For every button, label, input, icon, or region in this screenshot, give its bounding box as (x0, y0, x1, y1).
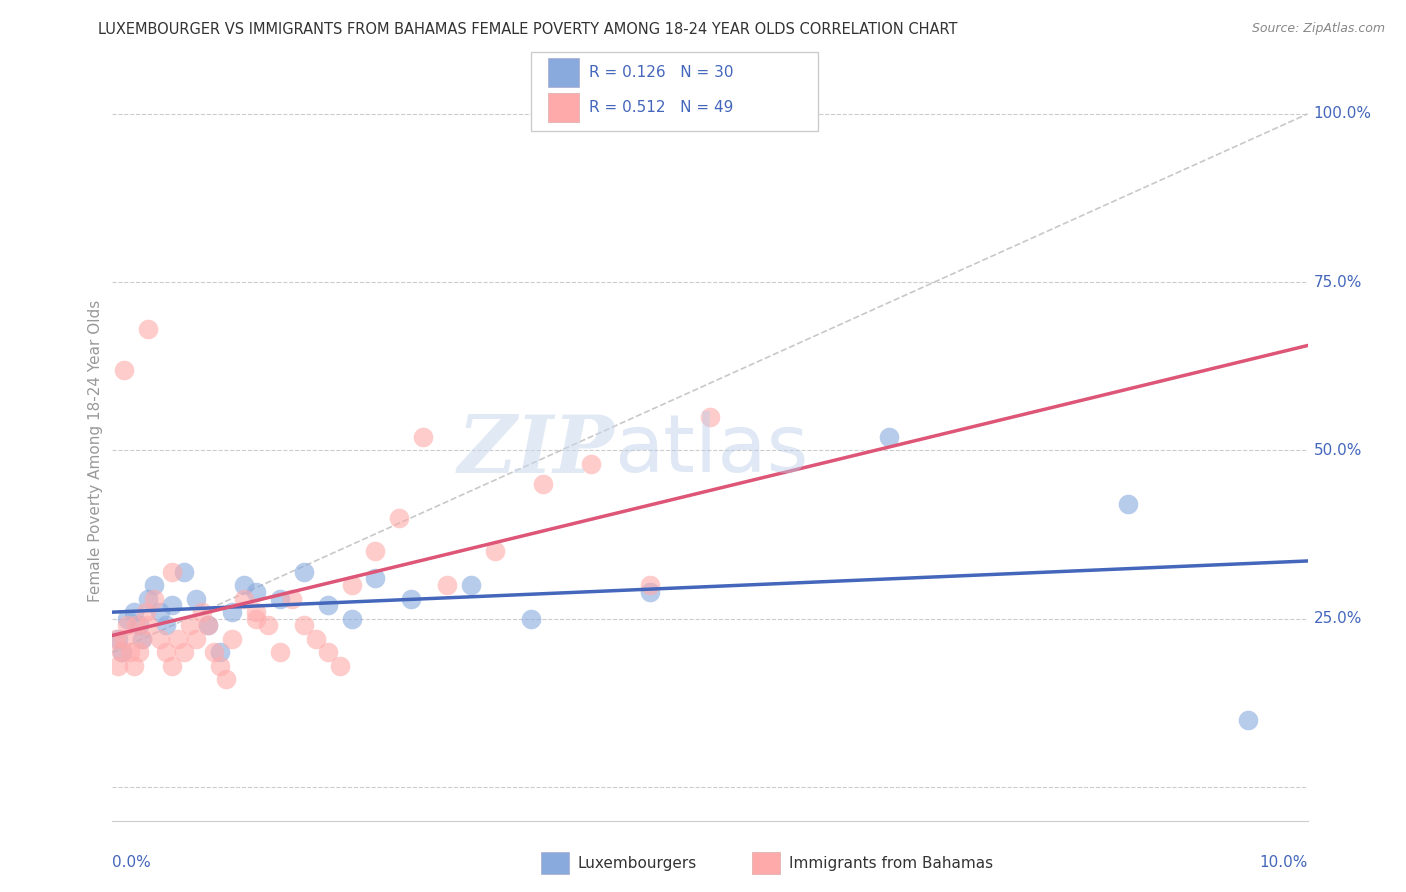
Point (138, 618, 160, 632)
Point (340, 612, 363, 626)
Text: 75.0%: 75.0% (1313, 275, 1362, 290)
Point (135, 605, 157, 619)
Point (128, 645, 150, 659)
Point (107, 658, 129, 673)
Point (120, 645, 142, 659)
Point (520, 612, 543, 626)
Point (233, 591, 256, 606)
Point (122, 658, 145, 673)
Point (316, 599, 339, 613)
Point (879, 430, 901, 444)
Point (149, 632, 172, 646)
Point (115, 618, 138, 632)
Point (436, 578, 458, 592)
Point (233, 578, 256, 592)
Point (143, 578, 166, 592)
Text: ZIP: ZIP (457, 412, 614, 489)
Point (245, 584, 267, 599)
Text: 10.0%: 10.0% (1260, 855, 1308, 871)
Point (221, 632, 243, 646)
Point (114, 632, 135, 646)
Point (162, 565, 183, 579)
Point (209, 645, 232, 659)
Point (305, 632, 328, 646)
Text: atlas: atlas (614, 411, 808, 490)
Point (155, 618, 177, 632)
Point (115, 612, 138, 626)
Point (162, 658, 183, 673)
Point (162, 599, 183, 613)
Point (131, 632, 153, 646)
Point (110, 645, 132, 659)
Point (579, 457, 602, 471)
Point (191, 605, 214, 619)
Point (484, 544, 506, 558)
Point (167, 632, 190, 646)
Point (122, 605, 145, 619)
Point (245, 605, 267, 619)
Point (105, 632, 128, 646)
Text: 25.0%: 25.0% (1313, 611, 1362, 626)
Point (460, 578, 482, 592)
Point (364, 571, 387, 585)
Point (202, 645, 225, 659)
Point (125, 618, 148, 632)
Point (149, 605, 172, 619)
Point (292, 618, 315, 632)
Point (197, 618, 219, 632)
Point (412, 430, 434, 444)
Point (221, 605, 243, 619)
Point (138, 322, 160, 336)
Point (1237, 713, 1260, 727)
Point (143, 591, 166, 606)
Point (114, 362, 135, 376)
Point (138, 591, 160, 606)
Point (173, 645, 195, 659)
Point (281, 591, 304, 606)
Point (1118, 497, 1140, 511)
Point (245, 612, 267, 626)
Point (186, 591, 208, 606)
Text: Source: ZipAtlas.com: Source: ZipAtlas.com (1251, 22, 1385, 36)
Point (173, 565, 195, 579)
Point (128, 618, 150, 632)
Point (186, 632, 208, 646)
Point (388, 510, 411, 524)
Point (111, 645, 134, 659)
Point (257, 618, 280, 632)
Point (107, 632, 129, 646)
Point (340, 578, 363, 592)
Point (531, 477, 554, 491)
Text: Luxembourgers: Luxembourgers (578, 855, 697, 871)
Text: 50.0%: 50.0% (1313, 443, 1362, 458)
Point (640, 578, 662, 592)
Point (197, 618, 219, 632)
Text: 100.0%: 100.0% (1313, 106, 1372, 121)
Point (131, 632, 153, 646)
Text: R = 0.126   N = 30: R = 0.126 N = 30 (589, 65, 734, 80)
Point (209, 658, 232, 673)
Point (316, 645, 339, 659)
Point (292, 565, 315, 579)
Text: 0.0%: 0.0% (112, 855, 152, 871)
Point (179, 618, 201, 632)
Point (155, 645, 177, 659)
Y-axis label: Female Poverty Among 18-24 Year Olds: Female Poverty Among 18-24 Year Olds (89, 300, 103, 601)
Text: Immigrants from Bahamas: Immigrants from Bahamas (789, 855, 993, 871)
Point (699, 409, 721, 424)
Text: LUXEMBOURGER VS IMMIGRANTS FROM BAHAMAS FEMALE POVERTY AMONG 18-24 YEAR OLDS COR: LUXEMBOURGER VS IMMIGRANTS FROM BAHAMAS … (98, 22, 957, 37)
Point (364, 544, 387, 558)
Point (640, 584, 662, 599)
Text: R = 0.512   N = 49: R = 0.512 N = 49 (589, 100, 734, 115)
Point (269, 645, 291, 659)
Point (215, 673, 238, 687)
Point (401, 591, 423, 606)
Point (329, 658, 352, 673)
Point (269, 591, 291, 606)
